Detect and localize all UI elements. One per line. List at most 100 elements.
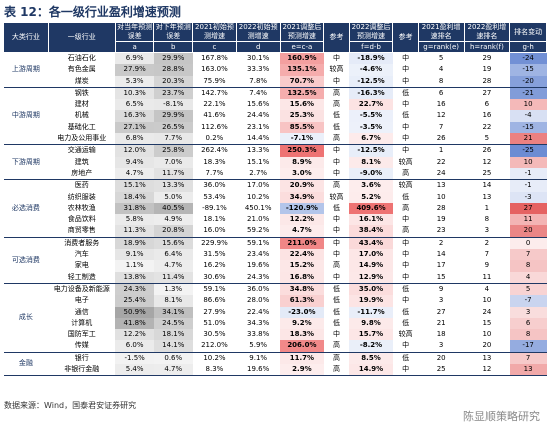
cell: 13.8% xyxy=(115,271,154,284)
industry-name: 银行 xyxy=(74,353,89,362)
cell: 3 xyxy=(418,340,465,353)
cell: 16.3% xyxy=(115,110,154,122)
cell: 14.9% xyxy=(349,364,393,377)
cell: 22.4% xyxy=(247,307,270,316)
cell: -4.6% xyxy=(349,64,393,76)
cell: 24.3% xyxy=(236,271,281,284)
cell: 6 xyxy=(509,317,547,330)
column-header: 2021初始预测增速 xyxy=(192,22,237,42)
cell: 2.9% xyxy=(280,364,324,377)
cell: 41.6% xyxy=(203,111,226,120)
cell: 15.6% xyxy=(247,100,270,109)
cell: 低 xyxy=(332,111,340,120)
cell: 9.1% xyxy=(115,249,154,261)
cell: 13.3% xyxy=(153,179,193,192)
cell: 28 xyxy=(436,203,446,212)
cell: 12.2% xyxy=(280,214,324,226)
cell: 19.9% xyxy=(349,295,393,307)
cell: 较高 xyxy=(398,330,413,339)
cell: 409.6% xyxy=(349,202,393,215)
column-formula: a xyxy=(114,41,155,53)
cell: 27 xyxy=(436,307,446,316)
cell: 中 xyxy=(392,271,419,284)
cell: 16 xyxy=(436,100,446,109)
cell: 26 xyxy=(482,146,492,155)
cell: 12 xyxy=(436,111,446,120)
cell: 3 xyxy=(509,306,547,318)
industry-name: 通信 xyxy=(74,307,89,316)
cell: 86.6% xyxy=(203,296,226,305)
data-row: 建材 6.5% -8.1% 22.1% 15.6% 15.6% 高 22.7% 中 16 6 10 xyxy=(4,99,547,111)
cell: -25 xyxy=(509,144,547,157)
cell: 10.3% xyxy=(115,87,154,100)
cell: 29.9% xyxy=(153,52,193,65)
industry-name: 汽车 xyxy=(74,250,89,259)
data-row: 电力及公用事业 6.8% 7.7% 0.2% 14.4% -7.1% 高 6.7% 中 26 5 21 xyxy=(4,133,547,146)
cell: 高 xyxy=(332,261,340,270)
cell: 14 xyxy=(436,250,446,259)
cell: 高 xyxy=(332,88,340,97)
data-row: 电子 25.4% 8.1% 86.6% 28.0% 61.3% 低 19.9% 中 3 10 -7 xyxy=(4,295,547,307)
cell: 15 xyxy=(418,271,465,284)
cell: 中 xyxy=(402,215,410,224)
cell: 16.0% xyxy=(192,225,237,238)
cell: 229.9% xyxy=(201,238,228,247)
cell: 23.7% xyxy=(153,87,193,100)
cell: 31.5% xyxy=(203,250,226,259)
cell: 较高 xyxy=(398,157,413,166)
cell: 35.0% xyxy=(349,283,393,296)
cell: 112.6% xyxy=(201,122,228,131)
cell: 14.9% xyxy=(349,260,393,272)
cell: 中 xyxy=(392,133,419,146)
cell: 31.8% xyxy=(115,202,154,215)
cell: 51.0% xyxy=(203,318,226,327)
column-formula: c xyxy=(192,41,237,53)
column-formula: g-h xyxy=(509,41,547,53)
cell: 5.2% xyxy=(349,191,393,203)
column-formula: d xyxy=(235,41,281,53)
cell: 7 xyxy=(484,250,490,259)
data-row: 成长 电力设备及新能源 24.3% 1.3% 59.1% 36.0% 34.8% 低 35.0%… xyxy=(3,283,547,353)
cell: 4.7% xyxy=(153,364,193,377)
cell: 25.8% xyxy=(153,144,193,157)
cell: 15.1% xyxy=(247,157,270,166)
cell: 24.4% xyxy=(247,111,270,120)
cell: 20 xyxy=(464,340,510,353)
cell: 14 xyxy=(482,181,492,190)
cell: 27.9% xyxy=(115,64,154,76)
industry-name: 轻工制造 xyxy=(48,271,116,284)
cell: 22.4% xyxy=(280,249,324,261)
cell: 12.9% xyxy=(349,271,393,284)
cell: 5.8% xyxy=(115,214,154,226)
data-row: 可选消费 消费者服务 18.9% 15.6% 229.9% 59.1% 211.0% 中 43.… xyxy=(3,237,547,284)
cell: -9.0% xyxy=(349,167,393,181)
industry-name: 电力及公用事业 xyxy=(48,133,116,146)
cell: 5.9% xyxy=(236,340,281,353)
cell: 6 xyxy=(484,100,490,109)
cell: 12.0% xyxy=(115,144,154,157)
cell: 3.0% xyxy=(280,167,324,181)
cell: 2.7% xyxy=(236,167,281,181)
cell: 30.1% xyxy=(247,54,270,62)
cell: 11.7% xyxy=(280,352,324,365)
cell: 16.8% xyxy=(280,271,324,284)
cell: 24 xyxy=(418,167,465,181)
cell: 13 xyxy=(509,364,547,377)
cell: 5.3% xyxy=(115,75,154,88)
cell: 18.3% xyxy=(203,157,226,166)
cell: 中 xyxy=(402,54,410,62)
cell: 8.1% xyxy=(349,156,393,168)
cell: -8.2% xyxy=(349,340,393,353)
cell: 5.0% xyxy=(153,191,193,203)
cell: 16.2% xyxy=(203,261,226,270)
cell: 6.5% xyxy=(115,99,154,111)
cell: 1.3% xyxy=(153,283,193,296)
cell: 中 xyxy=(323,167,350,181)
cell: 高 xyxy=(402,203,410,212)
cell: 28 xyxy=(464,75,510,88)
data-row: 轻工制造 13.8% 11.4% 30.6% 24.3% 16.8% 中 12.9% 中 15 11… xyxy=(4,271,547,284)
cell: -15 xyxy=(509,64,547,76)
cell: 低 xyxy=(402,353,410,362)
cell: 135.1% xyxy=(280,64,324,76)
data-row: 食品饮料 5.8% 4.9% 18.1% 21.0% 12.2% 中 16.1% 中 19 8 11 xyxy=(4,214,547,226)
